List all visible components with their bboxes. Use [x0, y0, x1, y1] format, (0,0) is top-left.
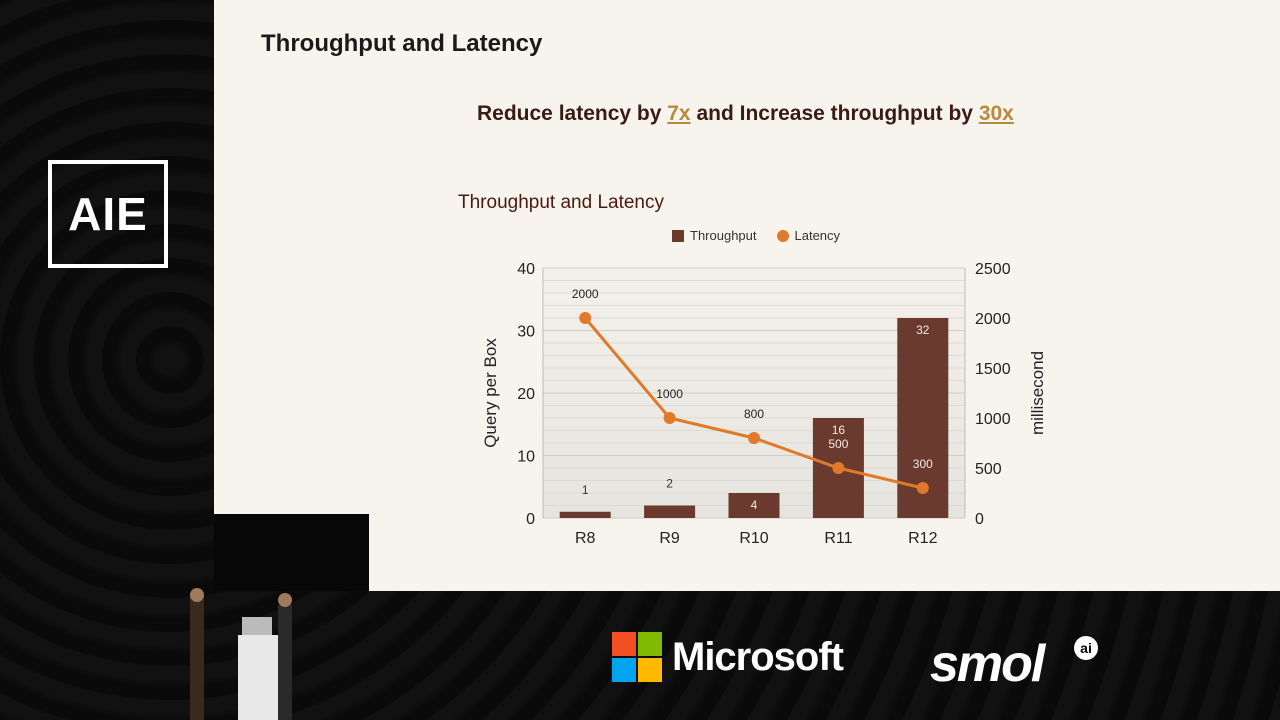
smol-wordmark: smol [930, 635, 1045, 693]
point-latency [916, 482, 929, 494]
point-latency [748, 432, 760, 444]
y-tick-label-left: 0 [526, 511, 535, 528]
point-latency [579, 312, 592, 324]
y-tick-label-right: 1500 [975, 361, 1011, 378]
y-tick-label-left: 10 [517, 449, 535, 466]
point-data-label: 800 [744, 407, 764, 421]
y-axis-title-right: millisecond [1028, 351, 1047, 435]
y-tick-label-left: 20 [517, 386, 535, 403]
chart-legend: Throughput Latency [672, 228, 840, 243]
point-latency [663, 412, 676, 424]
bar-throughput [559, 511, 611, 518]
point-data-label: 1000 [656, 387, 683, 401]
legend-label-latency: Latency [794, 228, 841, 243]
microsoft-windows-icon [612, 632, 662, 682]
y-tick-label-right: 0 [975, 511, 984, 528]
x-tick-label: R11 [824, 530, 852, 547]
y-tick-label-right: 1000 [975, 411, 1011, 428]
x-tick-label: R10 [739, 530, 768, 547]
y-tick-label-right: 2500 [975, 261, 1011, 278]
legend-swatch-latency [776, 229, 789, 242]
microsoft-wordmark: Microsoft [672, 634, 844, 679]
point-data-label: 500 [828, 437, 848, 451]
point-data-label: 2000 [572, 287, 599, 301]
bar-data-label: 2 [666, 477, 673, 491]
bar-data-label: 16 [832, 423, 846, 437]
bar-throughput [728, 493, 780, 518]
bar-data-label: 32 [916, 323, 930, 337]
x-tick-label: R12 [908, 530, 937, 547]
bar-data-label: 4 [751, 498, 758, 512]
bar-data-label: 1 [582, 483, 589, 497]
legend-swatch-throughput [672, 229, 684, 242]
headline-pre: Reduce latency by [477, 102, 668, 125]
chart-title: Throughput and Latency [458, 192, 664, 213]
y-tick-label-left: 40 [517, 261, 535, 278]
slide-title: Throughput and Latency [261, 30, 543, 57]
legend-label-throughput: Throughput [690, 228, 757, 243]
aie-logo: AIE [48, 160, 168, 268]
latency-factor: 7x [667, 102, 691, 125]
throughput-factor: 30x [978, 102, 1014, 125]
point-data-label: 300 [913, 457, 933, 471]
y-axis-title-left: Query per Box [481, 338, 500, 448]
headline-mid: and Increase throughput by [690, 102, 979, 125]
point-latency [832, 462, 845, 474]
stage-speakers-image [190, 588, 292, 720]
x-tick-label: R8 [575, 530, 596, 547]
headline: Reduce latency by 7x and Increase throug… [477, 102, 1014, 126]
camera-inset-area [214, 514, 369, 591]
x-tick-label: R9 [659, 530, 680, 547]
smol-ai-badge: ai [1074, 636, 1098, 660]
y-tick-label-right: 500 [975, 461, 1002, 478]
bar-throughput [644, 505, 696, 518]
y-tick-label-right: 2000 [975, 311, 1011, 328]
y-tick-label-left: 30 [517, 324, 535, 341]
microsoft-logo: Microsoft [612, 632, 844, 682]
